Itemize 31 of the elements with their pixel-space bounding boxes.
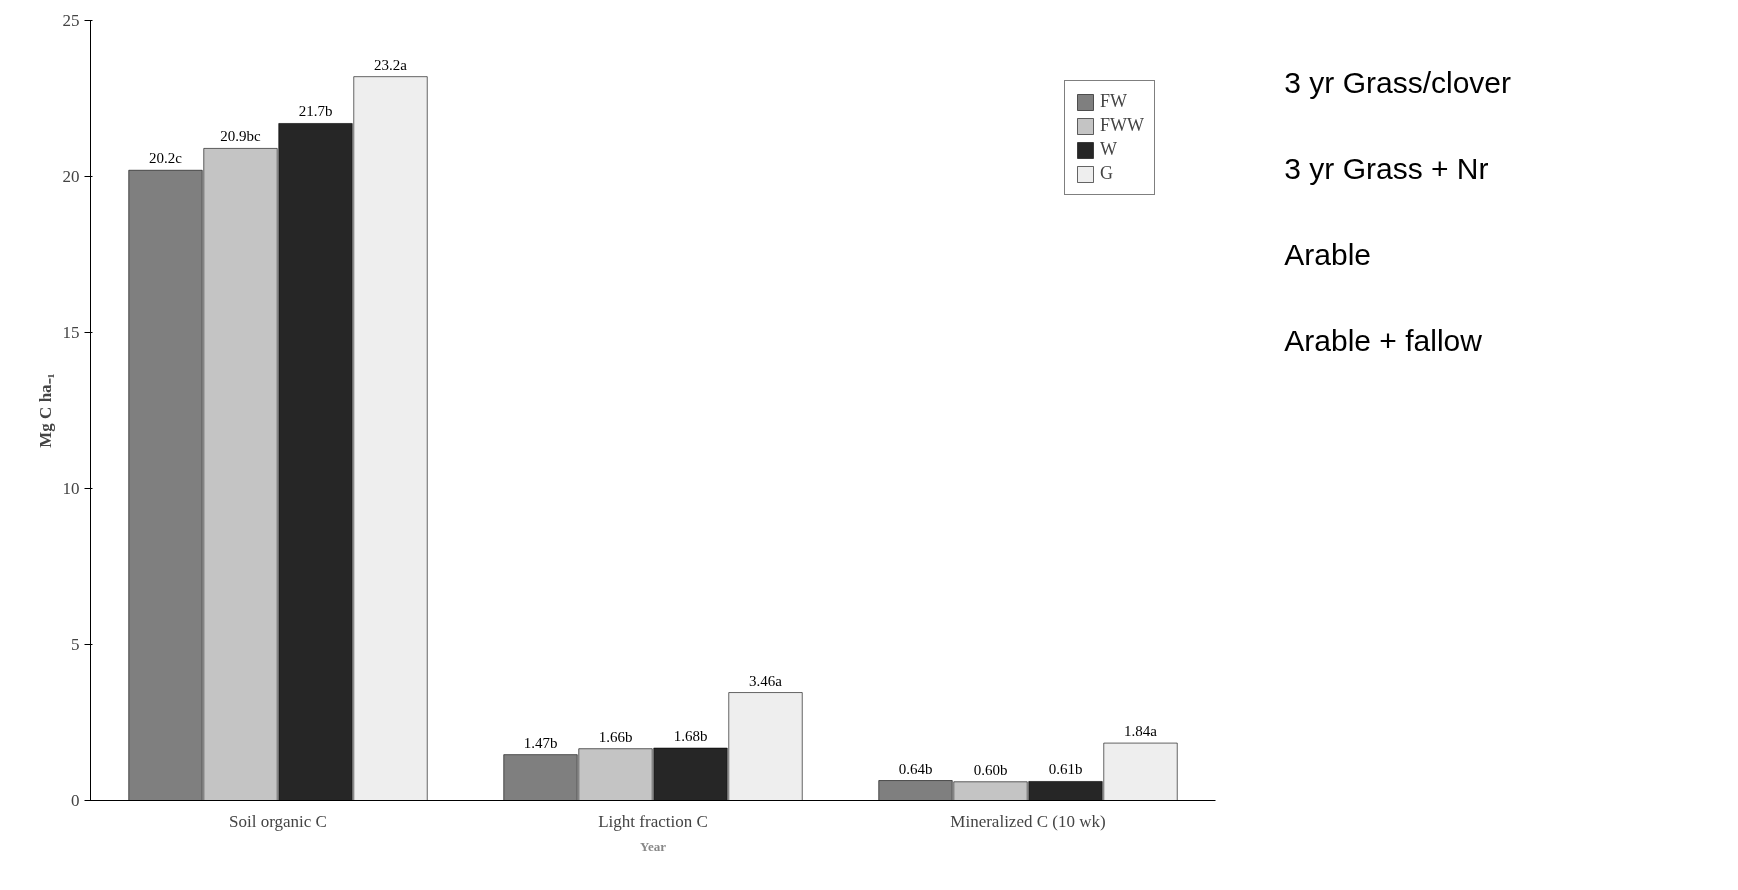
data-label: 20.9bc	[220, 128, 262, 145]
legend-label: FWW	[1100, 115, 1144, 136]
data-label: 3.46a	[749, 672, 783, 689]
y-tick-label: 15	[62, 323, 80, 342]
y-tick-label: 10	[62, 479, 80, 498]
text: 3 yr Grass + Nr	[1284, 152, 1489, 186]
data-label: 1.84a	[1124, 723, 1158, 740]
y-tick-label: 25	[62, 11, 80, 30]
x-tick-label: Mineralized C (10 wk)	[950, 811, 1106, 831]
y-axis-title: Mg C ha₋₁	[35, 373, 55, 448]
data-label: 21.7b	[298, 103, 333, 120]
text: 3 yr Grass/clover	[1284, 66, 1512, 100]
legend-label: W	[1100, 139, 1118, 160]
text: Arable + fallow	[1284, 323, 1483, 357]
data-label: 20.2c	[149, 150, 183, 167]
legend-label: G	[1100, 163, 1114, 184]
y-tick-label: 0	[71, 791, 80, 810]
data-label: 1.66b	[598, 728, 633, 745]
data-label: 23.2a	[374, 56, 408, 73]
data-label: 1.68b	[673, 728, 708, 745]
data-label: 0.60b	[973, 761, 1008, 778]
y-tick-label: 20	[62, 167, 80, 186]
legend-label: FW	[1100, 91, 1127, 112]
data-label: 0.64b	[898, 760, 933, 777]
text: Arable	[1284, 238, 1372, 271]
data-label: 0.61b	[1048, 761, 1083, 778]
x-tick-label: Light fraction C	[598, 811, 708, 831]
y-tick-label: 5	[71, 635, 80, 654]
x-axis-title: Year	[640, 838, 667, 854]
x-tick-label: Soil organic C	[229, 811, 327, 831]
data-label: 1.47b	[523, 734, 558, 751]
